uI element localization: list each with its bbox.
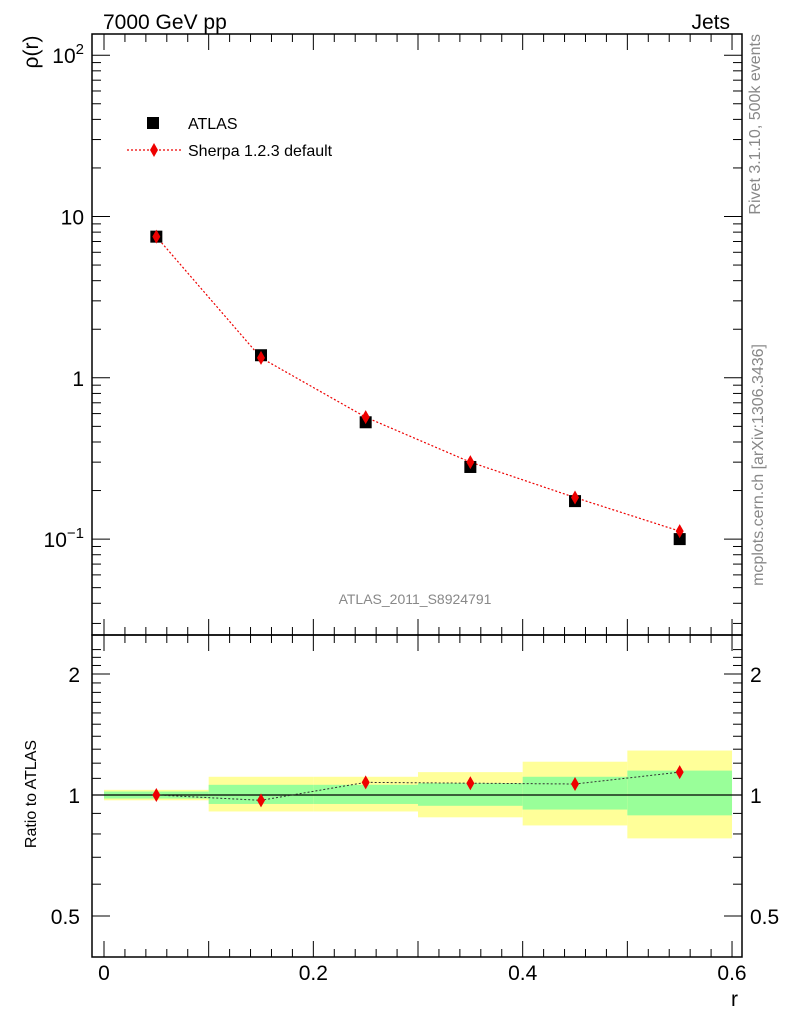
ratio-y-axis-label: Ratio to ATLAS [23,740,40,848]
legend-atlas-label: ATLAS [188,116,238,133]
main-y-tick-labels: 102 10 1 10−1 [44,41,84,552]
main-y-tick-label-1: 10 [61,207,84,230]
main-y-tick-label-0: 102 [52,41,84,68]
sherpa-ratio-line [156,771,680,801]
sherpa-ratio-point-4 [571,777,580,792]
sherpa-point-3 [466,455,475,470]
x-axis-ticks [103,34,733,957]
sherpa-point-4 [571,490,580,505]
sherpa-point-2 [361,410,370,425]
x-axis-label: r [731,988,738,1011]
main-y-tick-label-3: 10−1 [44,525,84,552]
main-axis-ticks [92,54,742,624]
legend-sherpa-marker [150,143,158,157]
sherpa-point-5 [675,524,684,539]
ratio-y-tick-label-left-1: 1 [68,785,80,808]
sherpa-main-line [155,236,680,532]
ratio-data-points [152,765,684,808]
ratio-y-tick-label-right-0: 2 [750,664,762,687]
ratio-y-tick-labels: 2 2 1 1 0.5 0.5 [51,664,779,929]
atlas-point-5 [673,533,686,546]
main-y-tick-label-2: 1 [72,368,84,391]
mcplots-label: mcplots.cern.ch [arXiv:1306.3436] [750,344,767,586]
legend-sherpa-label: Sherpa 1.2.3 default [188,143,333,160]
x-tick-label-0: 0 [98,962,110,985]
sherpa-ratio-point-2 [361,775,370,790]
mc-curve-main [155,236,680,532]
sherpa-ratio-point-1 [257,793,266,808]
analysis-tag: ATLAS_2011_S8924791 [339,591,492,607]
ratio-band-inner-2 [313,784,419,804]
ratio-y-tick-label-left-2: 0.5 [51,906,80,929]
ratio-y-tick-label-right-1: 1 [750,785,762,808]
ratio-plot-frame [91,634,743,958]
header-left: 7000 GeV pp [103,11,227,34]
sherpa-point-1 [257,350,266,365]
main-y-axis-label: ρ(r) [20,36,43,69]
legend: ATLAS Sherpa 1.2.3 default [127,116,333,160]
sherpa-ratio-point-0 [152,788,161,802]
header-right: Jets [691,11,730,34]
x-tick-label-2: 0.4 [508,962,538,985]
rivet-label: Rivet 3.1.10, 500k events [747,34,764,215]
main-data-points [150,229,686,546]
x-tick-labels: 0 0.2 0.4 0.6 [98,962,746,985]
x-tick-label-3: 0.6 [717,962,746,985]
mc-curve-ratio [156,771,680,801]
sherpa-point-0 [152,229,161,244]
ratio-y-tick-label-right-2: 0.5 [750,906,779,929]
sherpa-ratio-point-3 [466,776,475,791]
sherpa-ratio-point-5 [675,765,684,780]
legend-atlas-marker [147,117,159,129]
ratio-y-tick-label-left-0: 2 [68,664,80,687]
x-tick-label-1: 0.2 [299,962,328,985]
